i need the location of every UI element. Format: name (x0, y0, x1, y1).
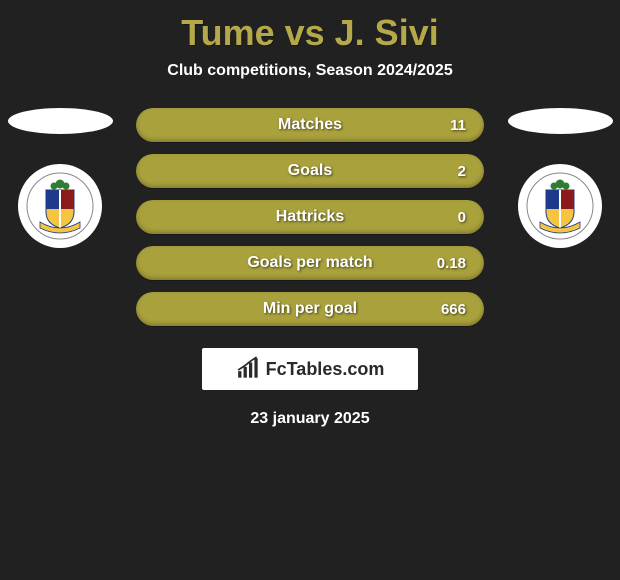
player-left-column (0, 108, 120, 248)
stat-value: 2 (458, 163, 466, 180)
stat-label: Matches (278, 116, 342, 134)
bar-chart-icon (236, 356, 262, 382)
stat-row: Goals per match 0.18 (136, 246, 484, 280)
brand-badge[interactable]: FcTables.com (202, 348, 418, 390)
stat-label: Goals per match (247, 254, 372, 272)
player-right-photo-placeholder (508, 108, 613, 134)
stat-value: 0.18 (437, 255, 466, 272)
middle-section: Matches 11 Goals 2 Hattricks 0 Goals per match… (0, 108, 620, 326)
player-right-club-crest (518, 164, 602, 248)
stat-label: Min per goal (263, 300, 357, 318)
stat-row: Goals 2 (136, 154, 484, 188)
stat-label: Goals (288, 162, 332, 180)
brand-text: FcTables.com (266, 359, 385, 380)
player-left-club-crest (18, 164, 102, 248)
club-crest-icon (26, 172, 94, 240)
stats-list: Matches 11 Goals 2 Hattricks 0 Goals per match… (136, 108, 484, 326)
page-title: Tume vs J. Sivi (181, 12, 438, 54)
subtitle: Club competitions, Season 2024/2025 (167, 62, 452, 80)
club-crest-icon (526, 172, 594, 240)
stat-row: Hattricks 0 (136, 200, 484, 234)
stat-row: Matches 11 (136, 108, 484, 142)
stat-value: 0 (458, 209, 466, 226)
stat-value: 666 (441, 301, 466, 318)
player-left-photo-placeholder (8, 108, 113, 134)
player-right-column (500, 108, 620, 248)
footer-date: 23 january 2025 (250, 410, 369, 428)
stat-value: 11 (450, 117, 466, 134)
comparison-card: Tume vs J. Sivi Club competitions, Seaso… (0, 0, 620, 438)
stat-row: Min per goal 666 (136, 292, 484, 326)
stat-label: Hattricks (276, 208, 344, 226)
